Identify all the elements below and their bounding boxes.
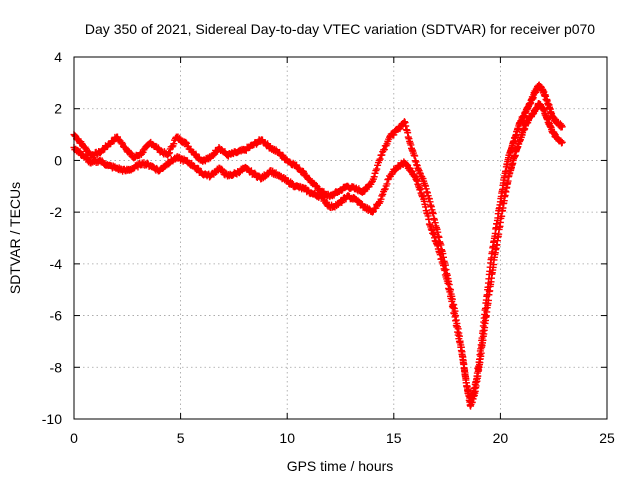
x-tick-label: 15 [386,430,402,446]
chart-title: Day 350 of 2021, Sidereal Day-to-day VTE… [85,21,595,37]
data-point [368,208,376,216]
interpolated-point [370,173,378,181]
plot-frame [73,56,608,420]
data-point [558,138,566,146]
interpolated-point [318,192,326,200]
interpolated-point [76,148,84,156]
interpolated-point [81,143,89,151]
data-points [70,81,566,410]
x-tick-label: 0 [70,430,78,446]
x-tick-label: 5 [177,430,185,446]
interpolated-point [170,140,178,148]
y-tick-label: -2 [50,204,63,220]
y-tick-label: -6 [50,308,63,324]
series-1 [70,81,566,405]
interpolated-point [376,155,384,163]
x-tick-label: 10 [279,430,295,446]
axis-ticks: 0 5 10 15 20 25 -10 -8 -6 -4 -2 0 2 4 [42,49,615,446]
interpolated-point [477,349,485,357]
y-tick-label: 4 [54,49,62,65]
interpolated-point [166,149,174,157]
interpolated-point [378,151,386,159]
data-point [558,123,566,131]
x-tick-label: 20 [493,430,509,446]
interpolated-point [182,138,190,146]
series-2 [70,100,566,410]
interpolated-point [390,131,398,139]
grid [74,57,607,419]
interpolated-point [165,150,173,158]
interpolated-point [380,146,388,154]
interpolated-point [375,156,383,164]
y-tick-label: -4 [50,256,63,272]
x-tick-label: 25 [599,430,615,446]
interpolated-point [251,169,259,177]
y-tick-label: 2 [54,101,62,117]
interpolated-point [118,139,126,147]
interpolated-point [378,192,386,200]
data-point [377,195,385,203]
y-tick-label: -10 [42,411,62,427]
x-axis-label: GPS time / hours [287,458,394,474]
interpolated-point [372,167,380,175]
interpolated-point [380,186,388,194]
interpolated-point [373,165,381,173]
y-tick-label: 0 [54,152,62,168]
interpolated-point [383,180,391,188]
y-axis-label: SDTVAR / TECUs [7,182,23,294]
y-tick-label: -8 [50,359,63,375]
